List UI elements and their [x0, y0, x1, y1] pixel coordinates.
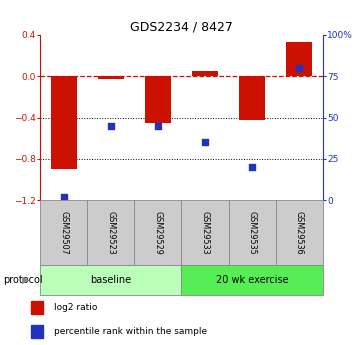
Bar — [145, 76, 171, 123]
Bar — [276, 200, 323, 265]
Text: GSM29536: GSM29536 — [295, 211, 304, 254]
Bar — [134, 200, 182, 265]
Text: GSM29533: GSM29533 — [201, 211, 210, 254]
Text: GSM29529: GSM29529 — [153, 210, 162, 255]
Bar — [182, 200, 229, 265]
Bar — [239, 76, 265, 120]
Bar — [182, 265, 323, 295]
Text: percentile rank within the sample: percentile rank within the sample — [54, 327, 207, 336]
Text: ▶: ▶ — [22, 275, 29, 285]
Bar — [31, 301, 43, 314]
Bar — [51, 76, 77, 169]
Text: log2 ratio: log2 ratio — [54, 303, 97, 312]
Text: GSM29535: GSM29535 — [248, 211, 257, 254]
Point — [202, 139, 208, 145]
Bar — [98, 76, 124, 79]
Bar — [192, 71, 218, 76]
Bar — [229, 200, 276, 265]
Bar — [87, 200, 134, 265]
Text: protocol: protocol — [4, 275, 43, 285]
Title: GDS2234 / 8427: GDS2234 / 8427 — [130, 21, 233, 34]
Bar — [31, 325, 43, 338]
Bar — [40, 200, 87, 265]
Text: baseline: baseline — [90, 275, 131, 285]
Bar — [40, 265, 182, 295]
Point — [296, 65, 302, 71]
Point — [155, 123, 161, 128]
Point — [61, 194, 66, 199]
Text: GSM29523: GSM29523 — [106, 211, 115, 254]
Point — [249, 164, 255, 170]
Text: 20 wk exercise: 20 wk exercise — [216, 275, 288, 285]
Text: GSM29507: GSM29507 — [59, 211, 68, 254]
Point — [108, 123, 114, 128]
Bar — [286, 42, 312, 76]
